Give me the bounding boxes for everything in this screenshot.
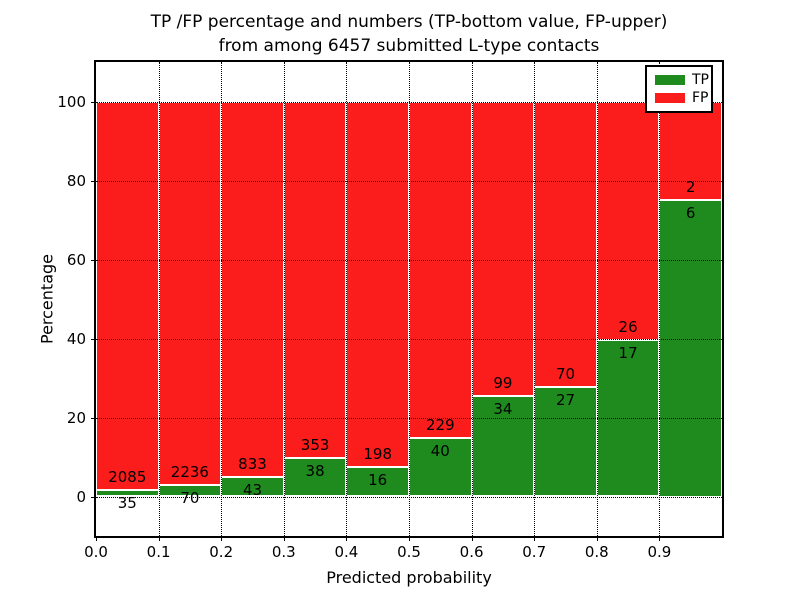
y-tick-label: 20 xyxy=(66,408,86,427)
x-tick-label: 0.2 xyxy=(209,543,234,561)
tp-bar-segment xyxy=(659,200,722,497)
fp-count-label: 99 xyxy=(493,373,513,392)
fp-count-label: 353 xyxy=(300,436,330,455)
x-tick-label: 0.1 xyxy=(146,543,171,561)
fp-count-label: 26 xyxy=(618,318,638,337)
x-tick xyxy=(346,536,348,541)
tp-count-label: 34 xyxy=(493,399,513,418)
gridline-vertical xyxy=(471,62,473,536)
y-tick-label: 60 xyxy=(66,250,86,269)
x-tick xyxy=(221,536,223,541)
x-tick-label: 0.6 xyxy=(459,543,484,561)
fp-count-label: 70 xyxy=(555,364,576,383)
tp-count-label: 27 xyxy=(555,390,576,409)
x-tick-label: 0.3 xyxy=(271,543,296,561)
x-tick-label: 0.8 xyxy=(584,543,609,561)
gridline-vertical xyxy=(534,62,536,536)
chart-title-line2: from among 6457 submitted L-type contact… xyxy=(218,36,600,56)
x-tick xyxy=(596,536,598,541)
fp-bar-segment xyxy=(283,101,347,459)
fp-legend-swatch xyxy=(655,93,685,103)
fp-bar-segment xyxy=(221,101,284,478)
tp-bar-segment xyxy=(283,458,347,497)
y-tick xyxy=(91,101,96,103)
x-tick-label: 0.7 xyxy=(522,543,547,561)
x-tick xyxy=(409,536,410,541)
tp-bar-segment xyxy=(346,466,409,497)
y-tick-label: 80 xyxy=(66,171,86,190)
tp-bar-segment xyxy=(534,386,597,497)
tp-legend-label: TP xyxy=(692,72,709,88)
x-tick-label: 0.5 xyxy=(397,543,421,561)
x-tick-label: 0.0 xyxy=(84,543,108,561)
fp-bar-segment xyxy=(534,101,597,387)
fp-bar-segment xyxy=(409,101,472,438)
fp-count-label: 2 xyxy=(685,178,696,197)
fp-bar-segment xyxy=(96,101,159,490)
fp-count-label: 2236 xyxy=(170,462,209,481)
tp-bar-segment xyxy=(471,395,535,497)
y-tick xyxy=(91,338,96,340)
tp-count-label: 43 xyxy=(242,481,263,500)
x-tick-label: 0.4 xyxy=(334,543,359,561)
tp-count-label: 40 xyxy=(430,441,450,460)
x-axis-label: Predicted probability xyxy=(326,568,492,587)
x-tick xyxy=(659,536,661,541)
gridline-vertical xyxy=(596,62,598,536)
gridline-vertical xyxy=(659,62,661,536)
fp-count-label: 229 xyxy=(425,415,455,434)
x-tick xyxy=(158,536,160,541)
gridline-vertical xyxy=(283,62,285,536)
gridline-vertical xyxy=(346,62,348,536)
tp-bar-segment xyxy=(96,489,159,497)
legend-item-tp: TP xyxy=(655,73,711,87)
chart-title: TP /FP percentage and numbers (TP-bottom… xyxy=(96,10,722,58)
x-tick xyxy=(96,536,97,541)
x-tick-label: 0.9 xyxy=(647,543,672,561)
gridline-vertical xyxy=(221,62,223,536)
legend: TP FP xyxy=(645,65,713,113)
fp-count-label: 833 xyxy=(238,455,267,474)
y-tick-label: 0 xyxy=(76,487,86,506)
x-tick xyxy=(471,536,473,541)
tp-count-label: 17 xyxy=(618,344,638,363)
y-tick-label: 40 xyxy=(66,329,86,348)
x-tick xyxy=(534,536,536,541)
tp-count-label: 6 xyxy=(685,204,696,223)
fp-count-label: 2085 xyxy=(108,467,147,486)
fp-count-label: 198 xyxy=(363,444,393,463)
tp-count-label: 16 xyxy=(368,470,388,489)
tp-count-label: 35 xyxy=(117,493,137,512)
tp-count-label: 70 xyxy=(180,488,200,507)
y-tick xyxy=(91,417,96,419)
y-tick xyxy=(91,496,96,498)
chart-title-line1: TP /FP percentage and numbers (TP-bottom… xyxy=(150,12,668,32)
tp-bar-segment xyxy=(409,437,472,497)
fp-bar-segment xyxy=(471,101,535,396)
fp-bar-segment xyxy=(346,101,409,467)
y-tick-label: 100 xyxy=(57,92,86,111)
gridline-vertical xyxy=(409,62,410,536)
legend-item-fp: FP xyxy=(655,91,711,105)
tp-count-label: 38 xyxy=(305,462,325,481)
tp-legend-swatch xyxy=(655,75,685,85)
gridline-vertical xyxy=(158,62,160,536)
y-tick xyxy=(91,259,96,261)
x-tick xyxy=(283,536,285,541)
fp-bar-segment xyxy=(596,101,660,341)
y-tick xyxy=(91,180,96,182)
fp-legend-label: FP xyxy=(692,90,709,106)
plot-area: 2085 35 2236 70 833 43 353 38 198 16 229 40 99 34 70 27… xyxy=(96,62,722,536)
fp-bar-segment xyxy=(158,101,222,485)
